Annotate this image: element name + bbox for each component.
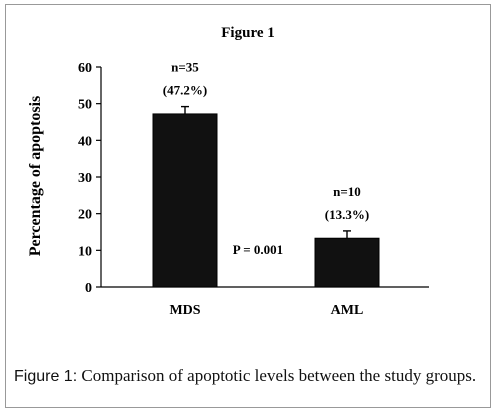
y-tick-label: 40: [78, 134, 92, 149]
data-label-n: n=35: [171, 60, 199, 75]
chart-title: Figure 1: [221, 25, 274, 41]
x-tick-label: AML: [331, 303, 364, 318]
caption-text: Comparison of apoptotic levels between t…: [77, 366, 477, 385]
y-ticks: 0 10 20 30 40 50 60: [78, 61, 101, 296]
y-tick-label: 10: [78, 244, 92, 259]
y-tick-label: 50: [78, 98, 92, 113]
data-label-percent: (13.3%): [325, 207, 369, 222]
y-tick-label: 20: [78, 208, 92, 223]
y-tick-label: 30: [78, 171, 92, 186]
p-value-label: P = 0.001: [233, 242, 283, 257]
figure-frame: [5, 4, 491, 408]
y-axis-label: Percentage of apoptosis: [27, 96, 44, 257]
y-tick-label: 0: [85, 281, 92, 296]
y-tick-label: 60: [78, 61, 92, 76]
x-tick-label: MDS: [169, 303, 200, 318]
bar-aml: [314, 237, 380, 288]
bars: MDS (47.2%) n=35 AML (13.3%) n=10: [152, 60, 380, 318]
data-label-n: n=10: [333, 184, 361, 199]
data-label-percent: (47.2%): [163, 83, 207, 98]
caption-label: Figure 1:: [14, 368, 78, 385]
figure-caption: Figure 1: Comparison of apoptotic levels…: [14, 366, 484, 386]
bar-mds: [152, 113, 218, 288]
